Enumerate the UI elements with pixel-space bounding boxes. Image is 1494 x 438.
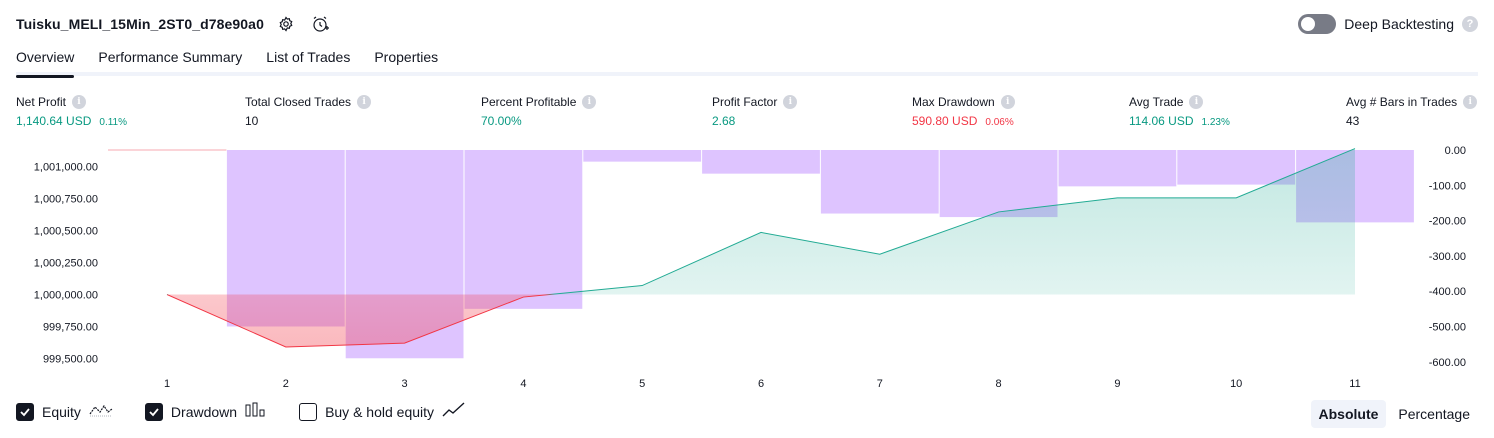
absolute-button[interactable]: Absolute (1310, 400, 1387, 428)
deep-backtesting: Deep Backtesting ? (1298, 14, 1478, 34)
drawdown-bar-5 (702, 150, 820, 174)
stat-value: 114.06 USD (1129, 114, 1194, 128)
left-axis-tick: 1,000,500.00 (34, 226, 98, 238)
stat-label: Avg # Bars in Trades (1346, 95, 1458, 109)
scale-mode-switch: Absolute Percentage (1310, 400, 1479, 428)
stat-avg-trade: Avg Trade i 114.06 USD 1.23% (1129, 94, 1230, 128)
help-icon[interactable]: ? (1462, 16, 1478, 32)
deep-backtesting-toggle[interactable] (1298, 14, 1337, 34)
tab-overview[interactable]: Overview (16, 46, 75, 78)
drawdown-bar-4 (583, 150, 702, 162)
info-icon[interactable]: i (72, 95, 87, 109)
stat-label: Percent Profitable (481, 95, 577, 109)
legend-equity-label: Equity (42, 403, 81, 420)
drawdown-bars-icon (245, 402, 267, 421)
equity-area-positive (167, 148, 1355, 295)
right-axis-tick: -400.00 (1429, 286, 1466, 298)
tab-list-of-trades[interactable]: List of Trades (266, 49, 351, 65)
equity-line-positive (167, 148, 1356, 295)
stat-total-closed-trades: Total Closed Trades i 10 (245, 94, 372, 128)
buy-hold-line-icon (442, 402, 466, 421)
toggle-knob (1301, 17, 1316, 31)
stat-net-profit: Net Profit i 1,140.64 USD 0.11% (16, 94, 127, 128)
stat-value: 590.80 USD (912, 114, 978, 128)
tab-bar: Overview Performance Summary List of Tra… (16, 46, 1478, 78)
left-axis-tick: 1,000,750.00 (34, 194, 98, 206)
info-icon[interactable]: i (1000, 95, 1015, 109)
stats-row: Net Profit i 1,140.64 USD 0.11% Total Clos… (0, 94, 1494, 134)
stat-percent: 1.23% (1201, 117, 1230, 128)
stat-max-drawdown: Max Drawdown i 590.80 USD 0.06% (912, 94, 1015, 128)
percentage-button[interactable]: Percentage (1398, 406, 1470, 422)
drawdown-bar-8 (1058, 150, 1177, 187)
stat-value: 10 (245, 114, 259, 128)
x-axis-tick: 9 (1114, 378, 1120, 390)
x-axis-tick: 7 (877, 378, 883, 390)
info-icon[interactable]: i (1189, 95, 1204, 109)
chart-legend: Equity Drawdown Buy & hold equity (16, 402, 466, 421)
drawdown-bar-6 (820, 150, 939, 214)
stat-label: Avg Trade (1129, 95, 1184, 109)
stat-value: 1,140.64 USD (16, 114, 92, 128)
left-axis-tick: 999,500.00 (43, 354, 98, 366)
alarm-clock-plus-icon[interactable] (308, 12, 332, 36)
x-axis-tick: 1 (164, 378, 170, 390)
strategy-title: Tuisku_MELI_15Min_2ST0_d78e90a0 (16, 16, 264, 32)
x-axis-tick: 6 (758, 378, 764, 390)
drawdown-checkbox[interactable] (144, 402, 163, 421)
stat-avg-bars: Avg # Bars in Trades i 43 (1346, 94, 1478, 128)
stat-label: Profit Factor (712, 95, 778, 109)
right-axis-tick: -200.00 (1429, 216, 1466, 228)
legend-drawdown[interactable]: Drawdown (144, 402, 267, 421)
stat-percent: 0.11% (99, 117, 128, 128)
left-axis-tick: 1,000,000.00 (34, 290, 98, 302)
equity-line-icon (89, 402, 113, 421)
stat-value: 70.00% (481, 114, 522, 128)
left-axis-tick: 1,001,000.00 (34, 162, 98, 174)
legend-drawdown-label: Drawdown (170, 403, 238, 420)
left-axis-tick: 999,750.00 (43, 322, 98, 334)
right-axis-tick: -600.00 (1429, 357, 1466, 369)
right-axis-tick: -100.00 (1429, 180, 1466, 192)
legend-buy-hold-label: Buy & hold equity (325, 403, 435, 420)
drawdown-bar-3 (464, 150, 583, 309)
tab-performance-summary[interactable]: Performance Summary (98, 49, 243, 65)
x-axis-tick: 2 (283, 378, 289, 390)
deep-backtesting-label: Deep Backtesting (1344, 16, 1454, 32)
right-axis-tick: -300.00 (1429, 251, 1466, 263)
info-icon[interactable]: i (582, 95, 597, 109)
legend-equity[interactable]: Equity (16, 402, 113, 421)
right-axis-tick: 0.00 (1445, 145, 1466, 157)
left-axis-tick: 1,000,250.00 (34, 258, 98, 270)
stat-value: 2.68 (712, 114, 736, 128)
stat-label: Max Drawdown (912, 95, 995, 109)
strategy-header: Tuisku_MELI_15Min_2ST0_d78e90a0 (16, 12, 332, 36)
legend-buy-hold[interactable]: Buy & hold equity (299, 402, 466, 421)
stat-value: 43 (1346, 114, 1360, 128)
stat-profit-factor: Profit Factor i 2.68 (712, 94, 798, 128)
info-icon[interactable]: i (357, 95, 372, 109)
x-axis-tick: 11 (1349, 378, 1360, 390)
buy-hold-checkbox[interactable] (299, 402, 318, 421)
equity-checkbox[interactable] (16, 402, 34, 421)
equity-line-negative (166, 294, 555, 348)
stat-label: Net Profit (16, 95, 67, 109)
x-axis-tick: 10 (1230, 378, 1242, 390)
info-icon[interactable]: i (1463, 95, 1478, 109)
x-axis-tick: 5 (639, 378, 645, 390)
equity-drawdown-chart[interactable]: 1,001,000.00 1,000,750.00 1,000,500.00 1,00… (0, 140, 1494, 395)
x-axis-tick: 4 (520, 378, 526, 390)
equity-area-negative (167, 294, 1355, 347)
right-axis-tick: -500.00 (1429, 322, 1466, 334)
stat-label: Total Closed Trades (245, 95, 352, 109)
x-axis-tick: 3 (402, 378, 408, 390)
info-icon[interactable]: i (783, 95, 798, 109)
tab-properties[interactable]: Properties (374, 49, 439, 65)
stat-percent: 0.06% (985, 117, 1014, 128)
drawdown-bar-9 (1177, 150, 1296, 185)
drawdown-bar-7 (939, 150, 1058, 218)
stat-percent-profitable: Percent Profitable i 70.00% (481, 94, 597, 128)
gear-icon[interactable] (274, 12, 298, 36)
x-axis-tick: 8 (996, 378, 1002, 390)
